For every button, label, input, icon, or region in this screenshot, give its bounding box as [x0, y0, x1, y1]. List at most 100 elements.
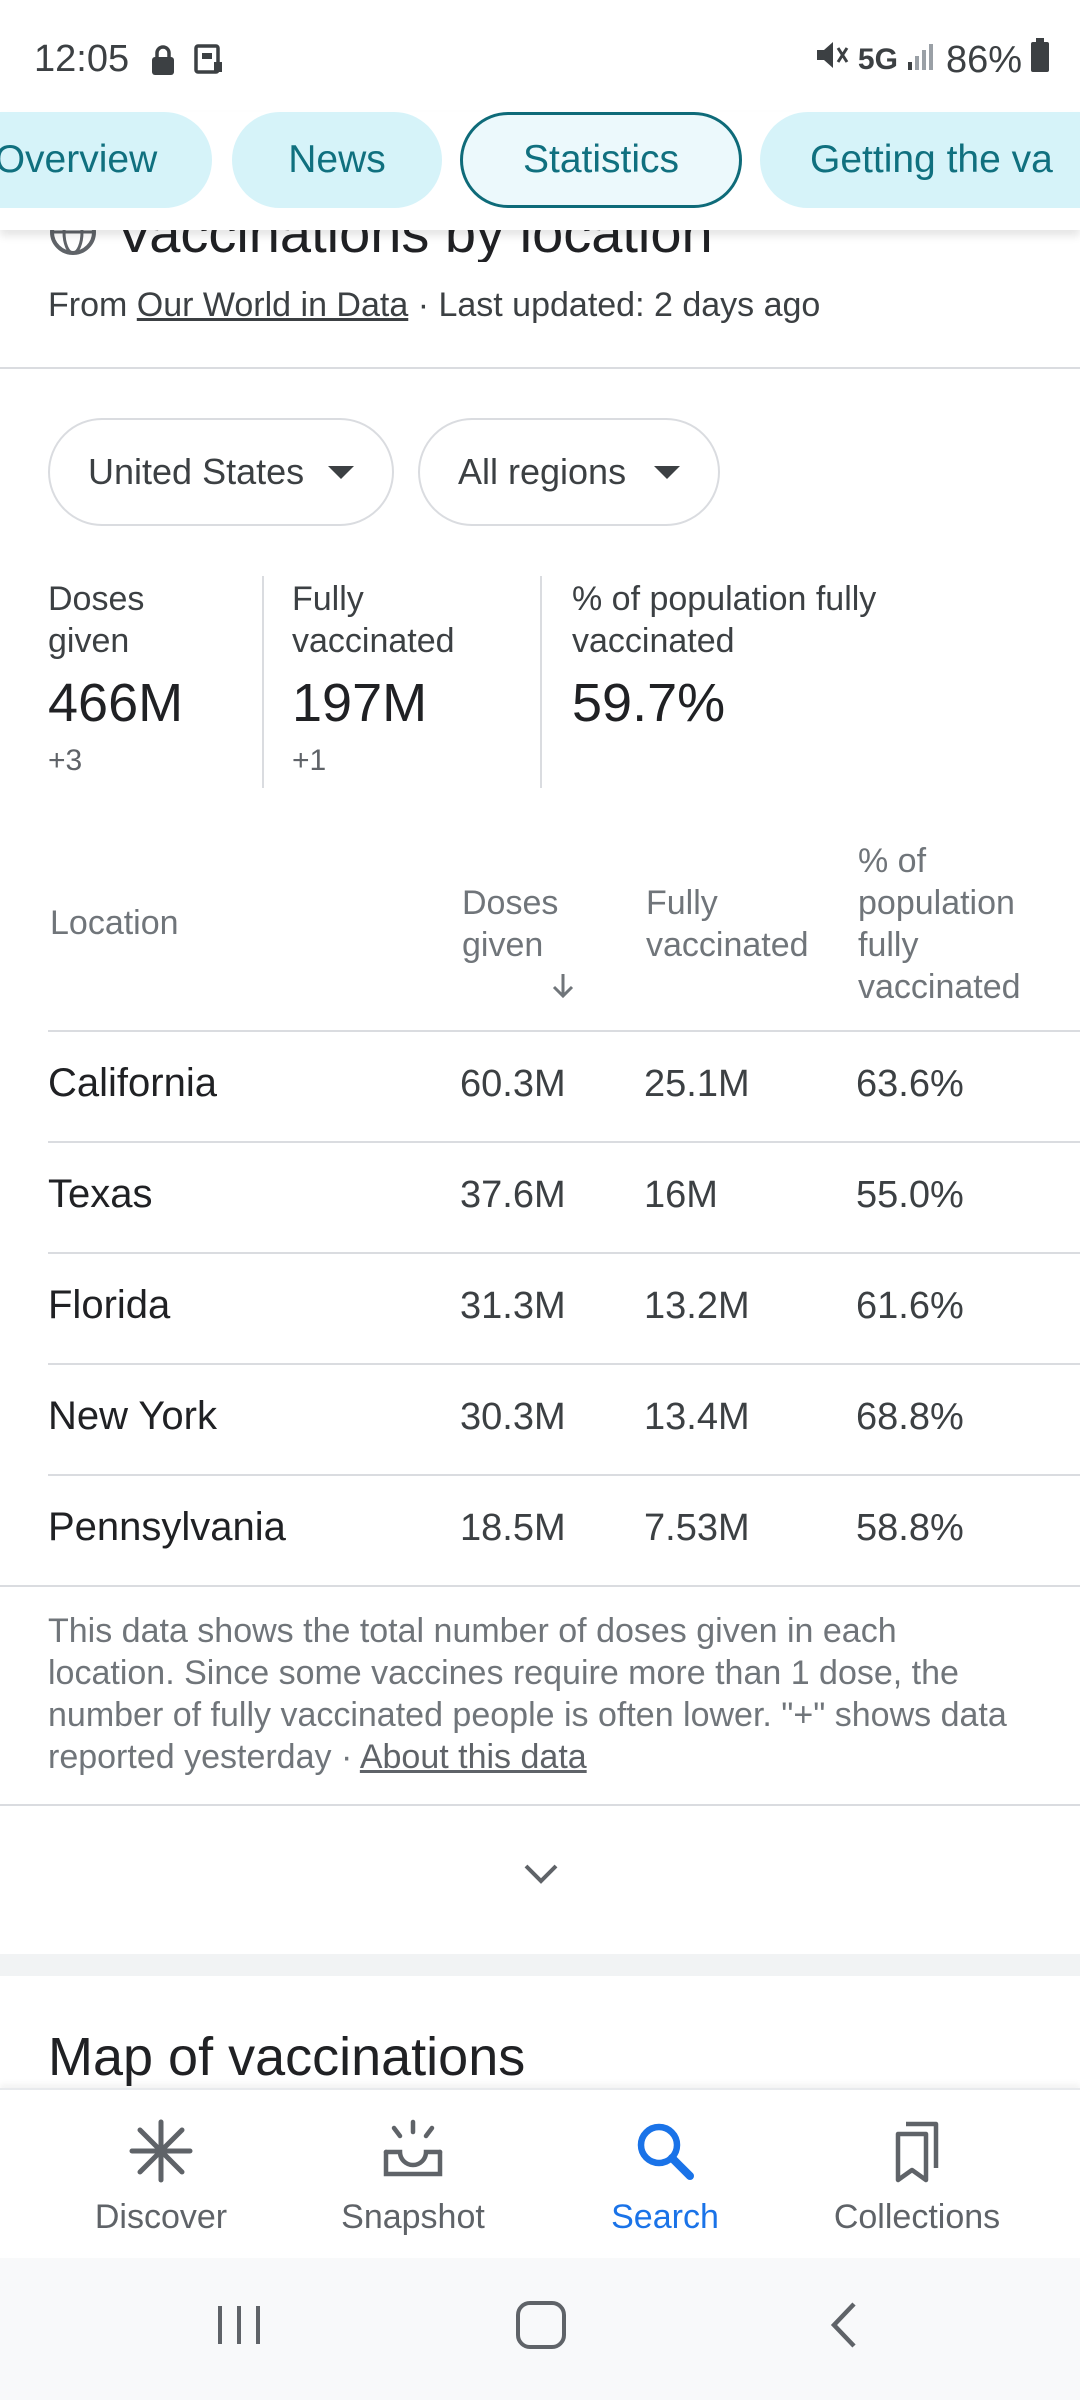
col-header-line: Fully	[646, 884, 718, 922]
stat-label-line: given	[48, 622, 130, 660]
col-header-doses-given[interactable]: Doses given	[462, 882, 558, 966]
search-icon	[530, 2118, 800, 2184]
cell-doses: 60.3M	[460, 1063, 566, 1105]
tab-overview[interactable]: Overview	[0, 112, 212, 208]
col-header-line: Doses	[462, 884, 559, 922]
col-header-line: fully	[858, 926, 919, 964]
col-header-line: given	[462, 926, 544, 964]
cell-location: Texas	[48, 1172, 153, 1216]
summary-fully-vaccinated: Fully vaccinated 197M +1	[292, 578, 455, 778]
cell-doses: 30.3M	[460, 1396, 566, 1438]
tab-overview-label: Overview	[0, 138, 158, 181]
tab-chip-row: Overview News Statistics Getting the va	[0, 112, 1080, 230]
sort-down-arrow-icon	[550, 972, 576, 1005]
system-nav-bar	[0, 2258, 1080, 2400]
cell-fully: 13.2M	[644, 1285, 750, 1327]
stat-delta: +1	[292, 744, 327, 777]
stat-label-line: vaccinated	[572, 622, 735, 660]
cell-pct: 61.6%	[856, 1285, 964, 1327]
row-divider	[48, 1141, 1080, 1143]
bottom-nav: Discover Snapshot Search Collections	[0, 2088, 1080, 2258]
nav-collections[interactable]: Collections	[782, 2090, 1052, 2260]
map-section-title: Map of vaccinations	[48, 2027, 526, 2087]
stat-divider	[262, 576, 264, 788]
home-icon[interactable]	[514, 2298, 568, 2357]
region-dropdown[interactable]: All regions	[418, 418, 720, 526]
tab-getting-vaccine-label: Getting the va	[810, 138, 1053, 181]
row-divider	[48, 1363, 1080, 1365]
status-right: 5G 86%	[814, 38, 1050, 82]
stat-label-line: % of population fully	[572, 580, 877, 618]
source-prefix: From	[48, 286, 137, 324]
tab-statistics-label: Statistics	[522, 138, 680, 181]
stat-label: Fully vaccinated	[292, 578, 455, 662]
tab-news-label: News	[288, 138, 386, 181]
last-updated: · Last updated: 2 days ago	[408, 286, 821, 324]
footnote: This data shows the total number of dose…	[48, 1610, 1028, 1778]
recent-apps-icon[interactable]	[214, 2298, 264, 2357]
nav-snapshot[interactable]: Snapshot	[278, 2090, 548, 2260]
cell-pct: 63.6%	[856, 1063, 964, 1105]
nav-snapshot-label: Snapshot	[341, 2198, 485, 2236]
caret-down-icon	[328, 466, 354, 479]
source-link[interactable]: Our World in Data	[136, 286, 409, 324]
stat-label: Doses given	[48, 578, 183, 662]
row-divider	[48, 1474, 1080, 1476]
col-header-line: vaccinated	[646, 926, 809, 964]
screen-cast-icon	[194, 44, 224, 81]
expand-chevron-icon[interactable]	[522, 1862, 560, 1891]
cell-fully: 16M	[644, 1174, 718, 1216]
status-bar: 12:05 5G 86%	[0, 0, 1080, 112]
cell-location: Pennsylvania	[48, 1505, 286, 1549]
summary-percent-fully-vaccinated: % of population fully vaccinated 59.7%	[572, 578, 876, 734]
about-this-data-link[interactable]: About this data	[359, 1738, 587, 1776]
network-type: 5G	[857, 43, 898, 76]
caret-down-icon	[654, 466, 680, 479]
cell-fully: 13.4M	[644, 1396, 750, 1438]
col-header-location[interactable]: Location	[50, 904, 179, 942]
cell-fully: 25.1M	[644, 1063, 750, 1105]
table-bottom-divider	[0, 1585, 1080, 1587]
stat-label-line: vaccinated	[292, 622, 455, 660]
country-dropdown[interactable]: United States	[48, 418, 394, 526]
mute-icon	[814, 38, 850, 82]
cell-fully: 7.53M	[644, 1507, 750, 1549]
divider	[0, 367, 1080, 369]
cell-location: New York	[48, 1394, 217, 1438]
country-dropdown-value: United States	[88, 451, 305, 492]
stat-divider	[540, 576, 542, 788]
tab-statistics[interactable]: Statistics	[460, 112, 742, 208]
col-header-line: population	[858, 884, 1015, 922]
tab-news[interactable]: News	[232, 112, 442, 208]
source-line: From Our World in Data · Last updated: 2…	[48, 286, 820, 325]
asterisk-icon	[26, 2118, 296, 2184]
nav-discover-label: Discover	[94, 2198, 228, 2236]
back-icon[interactable]	[824, 2298, 864, 2357]
section-separator	[0, 1954, 1080, 1976]
divider	[0, 1804, 1080, 1806]
status-time: 12:05	[34, 38, 130, 80]
cell-pct: 58.8%	[856, 1507, 964, 1549]
cell-pct: 68.8%	[856, 1396, 964, 1438]
cell-location: Florida	[48, 1283, 171, 1327]
stat-label: % of population fully vaccinated	[572, 578, 876, 662]
stat-value: 197M	[292, 673, 428, 733]
nav-search[interactable]: Search	[530, 2090, 800, 2260]
col-header-percent-fully-vaccinated[interactable]: % of population fully vaccinated	[858, 840, 1021, 1008]
row-divider	[48, 1252, 1080, 1254]
footnote-text: This data shows the total number of dose…	[48, 1612, 1007, 1776]
battery-percent: 86%	[945, 38, 1022, 81]
footnote-separator: ·	[331, 1738, 360, 1776]
cell-location: California	[48, 1061, 217, 1105]
nav-collections-label: Collections	[833, 2198, 1001, 2236]
cell-doses: 18.5M	[460, 1507, 566, 1549]
lock-icon	[150, 44, 176, 81]
snapshot-tray-icon	[278, 2118, 548, 2184]
stat-value: 59.7%	[572, 673, 726, 733]
tab-getting-vaccine[interactable]: Getting the va	[760, 112, 1080, 208]
nav-discover[interactable]: Discover	[26, 2090, 296, 2260]
bookmarks-icon	[782, 2118, 1052, 2184]
col-header-fully-vaccinated[interactable]: Fully vaccinated	[646, 882, 809, 966]
signal-icon	[906, 39, 938, 82]
cell-doses: 31.3M	[460, 1285, 566, 1327]
